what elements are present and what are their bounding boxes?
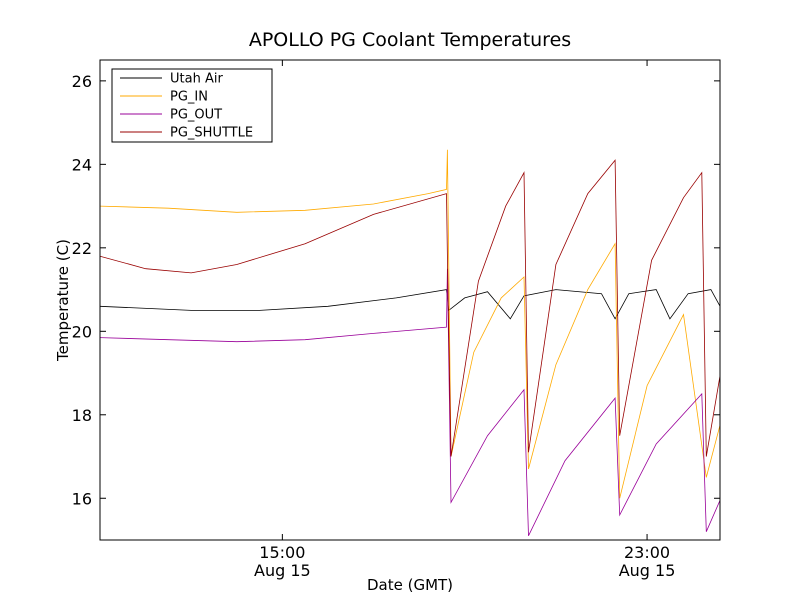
x-tick-label-date: Aug 15 bbox=[254, 561, 311, 580]
series-line-pg-out bbox=[100, 268, 720, 536]
plot-frame bbox=[99, 59, 721, 541]
x-tick-label-time: 15:00 bbox=[259, 543, 305, 562]
y-axis: 16 18 20 22 24 26 bbox=[72, 72, 720, 508]
legend: Utah Air PG_IN PG_OUT PG_SHUTTLE bbox=[111, 68, 273, 143]
x-axis-label: Date (GMT) bbox=[367, 576, 453, 594]
series-line-pg-in bbox=[100, 149, 720, 499]
legend-label: PG_SHUTTLE bbox=[170, 126, 253, 141]
series-line-pg-shuttle bbox=[100, 159, 720, 457]
chart-title: APOLLO PG Coolant Temperatures bbox=[249, 29, 571, 51]
y-tick-label: 22 bbox=[72, 239, 92, 258]
legend-label: Utah Air bbox=[170, 72, 223, 87]
y-tick-label: 20 bbox=[72, 322, 92, 341]
x-tick-label-time: 23:00 bbox=[624, 543, 670, 562]
series-layer bbox=[100, 149, 720, 536]
legend-label: PG_OUT bbox=[170, 108, 222, 123]
legend-label: PG_IN bbox=[170, 90, 208, 105]
series-line-utah-air bbox=[100, 289, 720, 320]
y-tick-label: 18 bbox=[72, 406, 92, 425]
x-tick-label-date: Aug 15 bbox=[619, 561, 676, 580]
y-tick-label: 26 bbox=[72, 72, 92, 91]
y-tick-label: 16 bbox=[72, 489, 92, 508]
y-tick-label: 24 bbox=[72, 155, 92, 174]
y-axis-label: Temperature (C) bbox=[54, 239, 72, 362]
legend-box bbox=[111, 68, 273, 143]
